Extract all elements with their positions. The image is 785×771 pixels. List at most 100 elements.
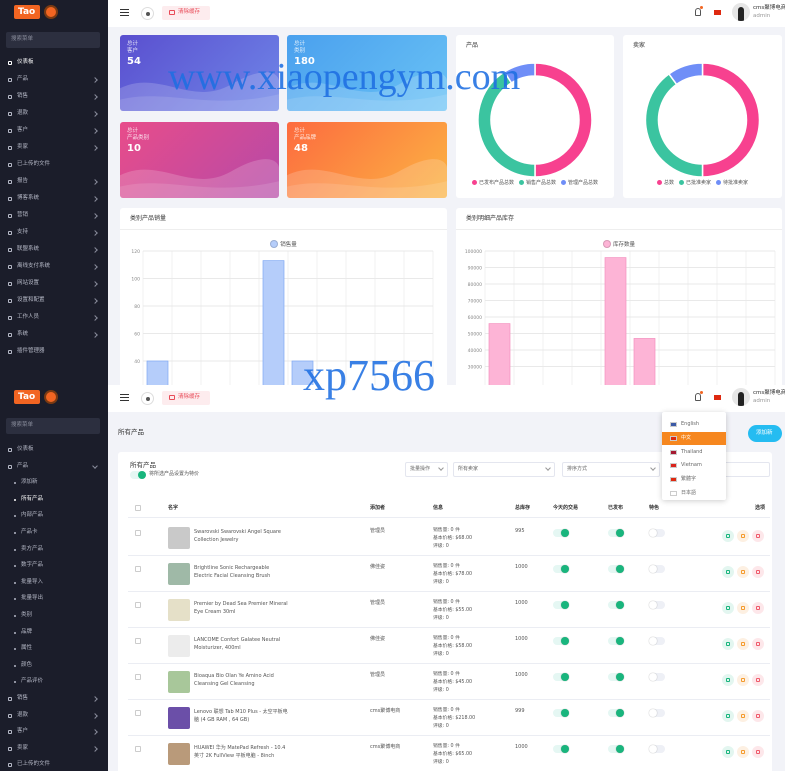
toggle[interactable] xyxy=(649,673,665,681)
language-option[interactable]: 繁體字 xyxy=(662,473,726,486)
toggle[interactable] xyxy=(608,637,624,645)
menu-item[interactable]: 客户 xyxy=(0,725,108,739)
menu-item[interactable]: 销售 xyxy=(0,90,108,104)
language-option[interactable]: Vietnam xyxy=(662,459,726,472)
menu-item[interactable]: 客户 xyxy=(0,124,108,138)
menu-item[interactable]: 退款 xyxy=(0,709,108,723)
language-option[interactable]: Thailand xyxy=(662,446,726,459)
row-checkbox[interactable] xyxy=(135,710,141,716)
filter-dropdown[interactable]: 所有卖家 xyxy=(453,462,555,477)
toggle[interactable] xyxy=(649,565,665,573)
option-button[interactable] xyxy=(722,746,734,758)
option-button[interactable] xyxy=(752,530,764,542)
menu-item[interactable]: 产品 xyxy=(0,460,108,474)
option-button[interactable] xyxy=(737,710,749,722)
menu-item[interactable]: 卖方产品 xyxy=(0,543,108,557)
menu-item[interactable]: 仪表板 xyxy=(0,56,108,70)
menu-item[interactable]: 工作人员 xyxy=(0,311,108,325)
menu-item[interactable]: 退款 xyxy=(0,107,108,121)
toggle[interactable] xyxy=(649,745,665,753)
menu-item[interactable]: 批量导入 xyxy=(0,576,108,590)
option-button[interactable] xyxy=(737,566,749,578)
toggle[interactable] xyxy=(553,529,569,537)
toggle[interactable] xyxy=(608,709,624,717)
toggle[interactable] xyxy=(553,745,569,753)
menu-item[interactable]: 仪表板 xyxy=(0,443,108,457)
clear-cache-button[interactable]: 清除缓存 xyxy=(162,391,210,405)
option-button[interactable] xyxy=(737,602,749,614)
add-new-button[interactable]: 添加新 xyxy=(748,425,782,442)
toggle[interactable] xyxy=(130,471,146,479)
option-button[interactable] xyxy=(752,602,764,614)
menu-item[interactable]: 所有产品 xyxy=(0,493,108,507)
menu-item[interactable]: 系统 xyxy=(0,328,108,342)
search-box[interactable]: 搜索菜单 xyxy=(6,32,100,48)
menu-item[interactable]: 卖家 xyxy=(0,742,108,756)
search-box[interactable]: 搜索菜单 xyxy=(6,418,100,434)
toggle[interactable] xyxy=(553,709,569,717)
language-option[interactable]: 日本語 xyxy=(662,487,726,500)
row-checkbox[interactable] xyxy=(135,602,141,608)
option-button[interactable] xyxy=(722,566,734,578)
option-button[interactable] xyxy=(722,638,734,650)
option-button[interactable] xyxy=(752,638,764,650)
menu-item[interactable]: 支持 xyxy=(0,226,108,240)
filter-dropdown[interactable]: 批量操作 xyxy=(405,462,448,477)
avatar[interactable] xyxy=(732,388,750,406)
menu-item[interactable]: 联盟系统 xyxy=(0,243,108,257)
menu-item[interactable]: 博客系统 xyxy=(0,192,108,206)
menu-item[interactable]: 营销 xyxy=(0,209,108,223)
row-checkbox[interactable] xyxy=(135,674,141,680)
menu-item[interactable]: 设置和配置 xyxy=(0,294,108,308)
menu-item[interactable]: 品牌 xyxy=(0,626,108,640)
option-button[interactable] xyxy=(752,674,764,686)
menu-item[interactable]: 网站设置 xyxy=(0,277,108,291)
menu-item[interactable]: 离线支付系统 xyxy=(0,260,108,274)
menu-item[interactable]: 已上传的文件 xyxy=(0,158,108,172)
option-button[interactable] xyxy=(737,746,749,758)
language-option[interactable]: 中文 xyxy=(662,431,726,445)
menu-item[interactable]: 颜色 xyxy=(0,659,108,673)
menu-item[interactable]: 属性 xyxy=(0,642,108,656)
row-checkbox[interactable] xyxy=(135,638,141,644)
row-checkbox[interactable] xyxy=(135,530,141,536)
language-flag[interactable] xyxy=(714,10,721,15)
avatar[interactable] xyxy=(732,3,750,21)
menu-item[interactable]: 已上传的文件 xyxy=(0,758,108,771)
option-button[interactable] xyxy=(722,710,734,722)
toggle[interactable] xyxy=(608,673,624,681)
option-button[interactable] xyxy=(752,710,764,722)
row-checkbox[interactable] xyxy=(135,566,141,572)
menu-item[interactable]: 卖家 xyxy=(0,141,108,155)
notification-bell[interactable] xyxy=(695,8,701,16)
toggle[interactable] xyxy=(553,565,569,573)
toggle[interactable] xyxy=(608,745,624,753)
menu-item[interactable]: 产品 xyxy=(0,73,108,87)
menu-item[interactable]: 类别 xyxy=(0,609,108,623)
language-flag[interactable] xyxy=(714,395,721,400)
option-button[interactable] xyxy=(722,530,734,542)
language-option[interactable]: English xyxy=(662,418,726,431)
toggle[interactable] xyxy=(553,601,569,609)
filter-dropdown[interactable]: 排序方式 xyxy=(562,462,660,477)
toggle[interactable] xyxy=(608,565,624,573)
option-button[interactable] xyxy=(722,674,734,686)
option-button[interactable] xyxy=(737,638,749,650)
option-button[interactable] xyxy=(737,530,749,542)
toggle[interactable] xyxy=(608,529,624,537)
toggle[interactable] xyxy=(649,709,665,717)
toggle[interactable] xyxy=(649,637,665,645)
toggle[interactable] xyxy=(649,601,665,609)
theme-icon[interactable] xyxy=(141,392,154,405)
menu-item[interactable]: 产品卡 xyxy=(0,526,108,540)
header-checkbox[interactable] xyxy=(135,505,141,511)
option-button[interactable] xyxy=(752,566,764,578)
menu-item[interactable]: 数字产品 xyxy=(0,559,108,573)
theme-icon[interactable] xyxy=(141,7,154,20)
clear-cache-button[interactable]: 清除缓存 xyxy=(162,6,210,20)
toggle[interactable] xyxy=(649,529,665,537)
toggle[interactable] xyxy=(553,673,569,681)
toggle[interactable] xyxy=(553,637,569,645)
menu-item[interactable]: 产品评价 xyxy=(0,675,108,689)
option-button[interactable] xyxy=(722,602,734,614)
